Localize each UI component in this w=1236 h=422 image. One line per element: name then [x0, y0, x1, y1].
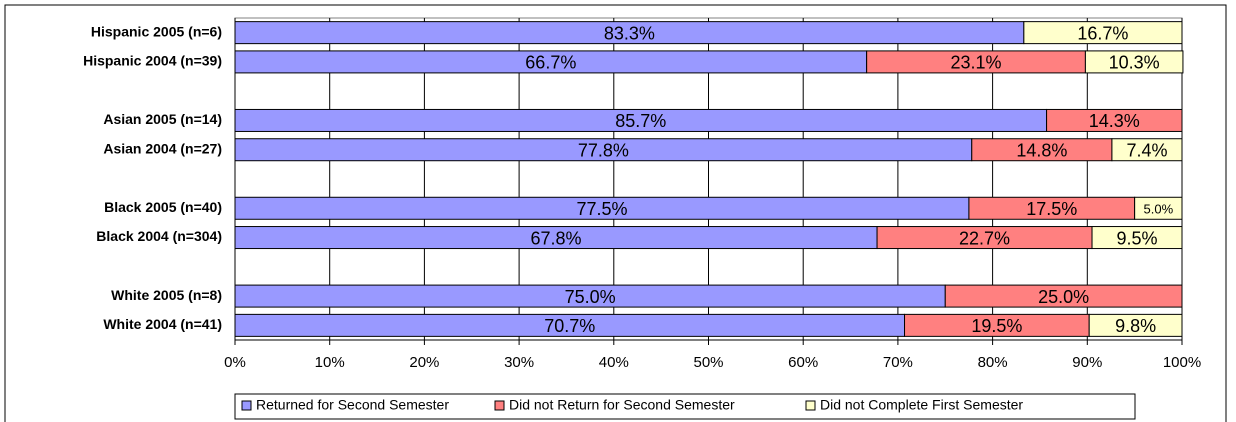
- y-tick-label: Black 2005 (n=40): [104, 199, 222, 215]
- x-tick-label: 10%: [315, 354, 345, 371]
- x-tick-label: 60%: [788, 354, 818, 371]
- x-tick-label: 100%: [1163, 354, 1201, 371]
- y-tick-label: Asian 2004 (n=27): [103, 140, 222, 156]
- legend-label: Did not Complete First Semester: [820, 397, 1023, 413]
- data-label: 14.8%: [1016, 140, 1067, 160]
- x-tick-label: 90%: [1072, 354, 1102, 371]
- data-label: 16.7%: [1077, 23, 1128, 43]
- data-label: 77.8%: [578, 140, 629, 160]
- y-tick-label: Hispanic 2004 (n=39): [83, 53, 222, 69]
- data-label: 17.5%: [1026, 199, 1077, 219]
- legend-swatch: [494, 400, 505, 411]
- x-tick-label: 80%: [978, 354, 1008, 371]
- bar-segment: [1111, 138, 1183, 162]
- data-label: 23.1%: [951, 53, 1002, 73]
- x-tick-label: 30%: [504, 354, 534, 371]
- data-label: 77.5%: [576, 199, 627, 219]
- legend-box: [234, 393, 1136, 420]
- legend-label: Returned for Second Semester: [256, 397, 449, 413]
- data-label: 85.7%: [615, 111, 666, 131]
- data-label: 70.7%: [544, 316, 595, 336]
- y-tick-label: Asian 2005 (n=14): [103, 111, 222, 127]
- data-label: 67.8%: [531, 228, 582, 248]
- x-tick-label: 40%: [599, 354, 629, 371]
- data-label: 10.3%: [1109, 53, 1160, 73]
- legend-swatch: [241, 400, 252, 411]
- x-tick-label: 20%: [409, 354, 439, 371]
- bar-segment: [1046, 108, 1183, 132]
- x-tick-label: 0%: [224, 354, 246, 371]
- bar-segment: [1084, 50, 1184, 74]
- data-label: 83.3%: [604, 23, 655, 43]
- chart-frame: [4, 4, 1227, 422]
- legend-swatch: [805, 400, 816, 411]
- bar-segment: [1134, 196, 1183, 220]
- x-tick-label: 50%: [693, 354, 723, 371]
- x-tick-label: 70%: [883, 354, 913, 371]
- data-label: 7.4%: [1126, 140, 1167, 160]
- data-label: 9.5%: [1117, 228, 1158, 248]
- data-label: 19.5%: [971, 316, 1022, 336]
- data-label: 5.0%: [1144, 202, 1174, 217]
- data-label: 25.0%: [1038, 287, 1089, 307]
- data-label: 22.7%: [959, 228, 1010, 248]
- data-label: 14.3%: [1089, 111, 1140, 131]
- data-label: 75.0%: [565, 287, 616, 307]
- bar-segment: [1091, 226, 1183, 250]
- y-tick-label: White 2004 (n=41): [103, 316, 222, 332]
- bar-segment: [1023, 21, 1183, 45]
- bar-segment: [944, 284, 1183, 308]
- legend-label: Did not Return for Second Semester: [509, 397, 735, 413]
- bar-segment: [1088, 313, 1183, 337]
- data-label: 66.7%: [525, 53, 576, 73]
- data-label: 9.8%: [1115, 316, 1156, 336]
- y-tick-label: Black 2004 (n=304): [96, 228, 222, 244]
- y-tick-label: White 2005 (n=8): [111, 287, 222, 303]
- y-tick-label: Hispanic 2005 (n=6): [91, 23, 222, 39]
